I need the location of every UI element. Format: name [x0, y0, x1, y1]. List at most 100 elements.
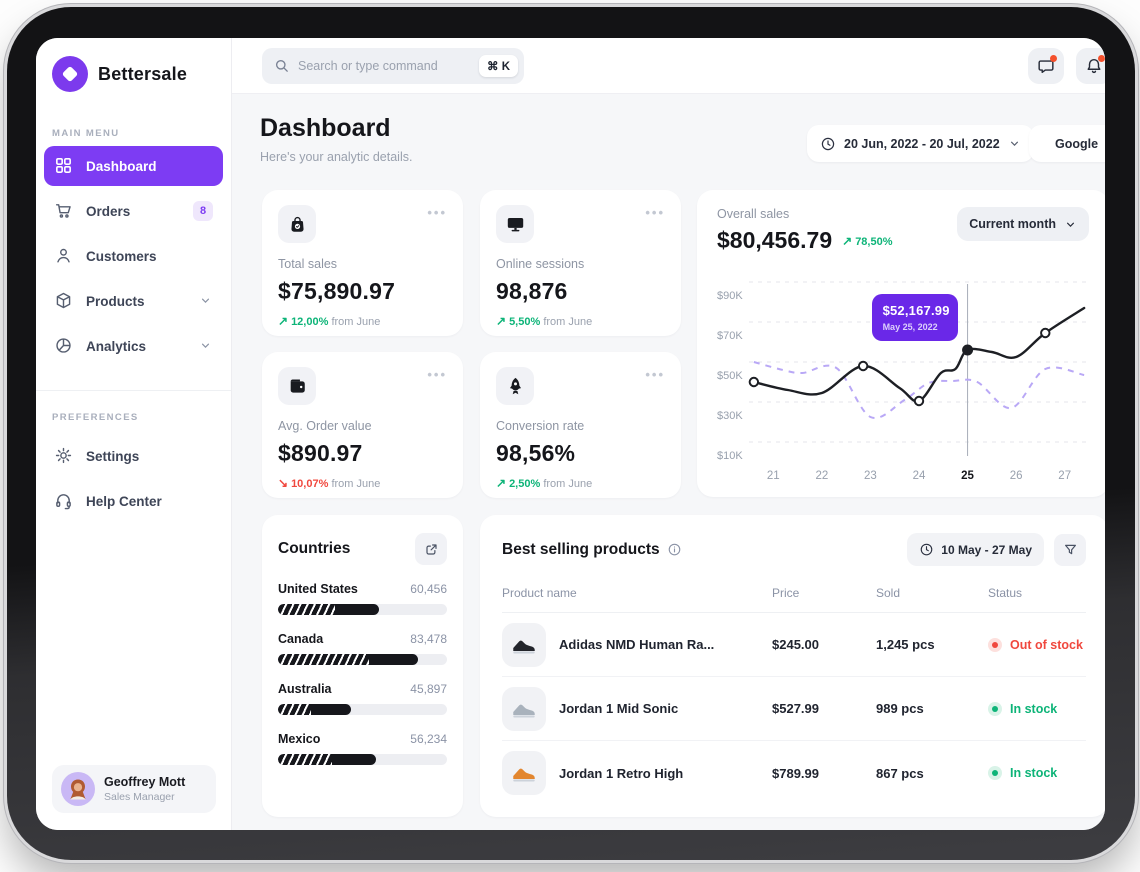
- country-value: 83,478: [410, 632, 447, 646]
- product-row[interactable]: Adidas NMD Human Ra... $245.00 1,245 pcs…: [502, 613, 1086, 677]
- sidebar-item-analytics[interactable]: Analytics: [44, 326, 223, 366]
- countries-list: United States 60,456 Canada 83,478 Austr…: [278, 582, 447, 765]
- notifications-button[interactable]: [1076, 48, 1105, 84]
- tablet-frame: Bettersale MAIN MENU Dashboard Orders 8 …: [7, 7, 1135, 860]
- tooltip-value: $52,167.99: [882, 303, 950, 318]
- country-row: Canada 83,478: [278, 632, 447, 665]
- product-status: In stock: [988, 701, 1086, 716]
- sidebar: Bettersale MAIN MENU Dashboard Orders 8 …: [36, 38, 232, 830]
- product-thumbnail: [502, 686, 546, 731]
- country-row: Mexico 56,234: [278, 732, 447, 765]
- product-price: $789.99: [772, 765, 819, 781]
- clock-icon: [820, 136, 836, 152]
- chart-period-dropdown[interactable]: Current month: [957, 207, 1089, 241]
- search-shortcut: ⌘ K: [479, 55, 518, 77]
- date-range-label: 20 Jun, 2022 - 20 Jul, 2022: [844, 136, 1000, 151]
- x-tick: 22: [815, 470, 829, 482]
- col-price: Price: [772, 586, 800, 600]
- products-table-body: Adidas NMD Human Ra... $245.00 1,245 pcs…: [502, 613, 1086, 805]
- stat-label: Online sessions: [496, 257, 585, 271]
- products-filter-button[interactable]: [1054, 533, 1086, 566]
- stat-value: $75,890.97: [278, 278, 396, 304]
- trend-up-icon: ↗: [496, 476, 507, 490]
- stat-delta: ↘ 10,07% from June: [278, 476, 381, 490]
- search-box[interactable]: ⌘ K: [262, 48, 524, 84]
- sidebar-item-help-center[interactable]: Help Center: [44, 481, 223, 521]
- country-name: Australia: [278, 682, 332, 696]
- product-row[interactable]: Jordan 1 Retro High $789.99 867 pcs In s…: [502, 741, 1086, 805]
- country-name: Mexico: [278, 732, 321, 746]
- col-product-name: Product name: [502, 586, 577, 600]
- country-bar: [278, 704, 447, 715]
- trend-up-icon: ↗: [496, 314, 507, 328]
- y-tick: $50K: [717, 370, 743, 382]
- overall-sales-delta: ↗ 78,50%: [842, 233, 893, 248]
- wallet-icon: [278, 367, 316, 405]
- filter-icon: [1063, 542, 1078, 557]
- brand: Bettersale: [52, 56, 187, 92]
- y-tick: $70K: [717, 330, 743, 342]
- source-label: Google: [1054, 136, 1099, 151]
- country-value: 60,456: [410, 582, 447, 596]
- overall-sales-label: Overall sales: [717, 207, 790, 221]
- products-date-filter[interactable]: 10 May - 27 May: [907, 533, 1044, 566]
- stat-delta: ↗ 12,00% from June: [278, 314, 381, 328]
- monitor-icon: [496, 205, 534, 243]
- preferences-menu: Settings Help Center: [44, 436, 223, 526]
- trend-up-icon: ↗: [278, 314, 289, 328]
- country-value: 56,234: [410, 732, 447, 746]
- sidebar-item-customers[interactable]: Customers: [44, 236, 223, 276]
- product-row[interactable]: Jordan 1 Mid Sonic $527.99 989 pcs In st…: [502, 677, 1086, 741]
- stat-card-online-sessions: ••• Online sessions 98,876 ↗ 5,50% from J…: [480, 190, 681, 336]
- product-status: In stock: [988, 766, 1086, 780]
- date-range-picker[interactable]: 20 Jun, 2022 - 20 Jul, 2022: [807, 125, 1034, 162]
- country-name: United States: [278, 582, 358, 596]
- overall-sales-chart: $90K $70K $50K $30K $10K 21 22 23 24 25 26 27 $52,1…: [717, 270, 1089, 492]
- country-value: 45,897: [410, 682, 447, 696]
- profile-card[interactable]: Geoffrey Mott Sales Manager: [52, 765, 216, 813]
- y-tick: $90K: [717, 290, 743, 302]
- sidebar-item-orders[interactable]: Orders 8: [44, 191, 223, 231]
- sidebar-item-dashboard[interactable]: Dashboard: [44, 146, 223, 186]
- pie-icon: [54, 336, 74, 356]
- card-menu-button[interactable]: •••: [645, 205, 665, 220]
- chart-period-label: Current month: [969, 217, 1056, 231]
- country-name: Canada: [278, 632, 324, 646]
- messages-notification-dot: [1050, 55, 1057, 62]
- country-bar: [278, 604, 447, 615]
- chevron-down-icon: [1008, 137, 1021, 150]
- card-menu-button[interactable]: •••: [645, 367, 665, 382]
- card-menu-button[interactable]: •••: [427, 205, 447, 220]
- preferences-label: PREFERENCES: [52, 412, 139, 423]
- source-selector[interactable]: Google: [1029, 125, 1105, 162]
- chevron-down-icon: [199, 339, 213, 353]
- search-input[interactable]: [298, 59, 471, 73]
- country-row: United States 60,456: [278, 582, 447, 615]
- card-menu-button[interactable]: •••: [427, 367, 447, 382]
- product-status: Out of stock: [988, 637, 1086, 652]
- messages-button[interactable]: [1028, 48, 1064, 84]
- app-window: Bettersale MAIN MENU Dashboard Orders 8 …: [36, 38, 1105, 830]
- cart-icon: [54, 201, 74, 221]
- x-tick: 21: [766, 470, 780, 482]
- clock-icon: [919, 542, 934, 557]
- gear-icon: [54, 446, 74, 466]
- x-tick: 24: [912, 470, 926, 482]
- notifications-dot: [1098, 55, 1105, 62]
- countries-expand-button[interactable]: [415, 533, 447, 565]
- main-menu-label: MAIN MENU: [52, 128, 120, 139]
- user-icon: [54, 246, 74, 266]
- x-tick: 25: [961, 470, 974, 482]
- box-icon: [54, 291, 74, 311]
- sidebar-item-products[interactable]: Products: [44, 281, 223, 321]
- countries-card: Countries United States 60,456 Canada 83…: [262, 515, 463, 817]
- overall-sales-card: Overall sales $80,456.79 ↗ 78,50% Current…: [697, 190, 1105, 497]
- stat-value: $890.97: [278, 440, 363, 466]
- stat-label: Avg. Order value: [278, 419, 372, 433]
- tooltip-date: May 25, 2022: [882, 322, 938, 332]
- stat-card-conversion-rate: ••• Conversion rate 98,56% ↗ 2,50% from J…: [480, 352, 681, 498]
- sidebar-item-settings[interactable]: Settings: [44, 436, 223, 476]
- product-sold: 989 pcs: [876, 701, 924, 716]
- product-price: $527.99: [772, 701, 819, 716]
